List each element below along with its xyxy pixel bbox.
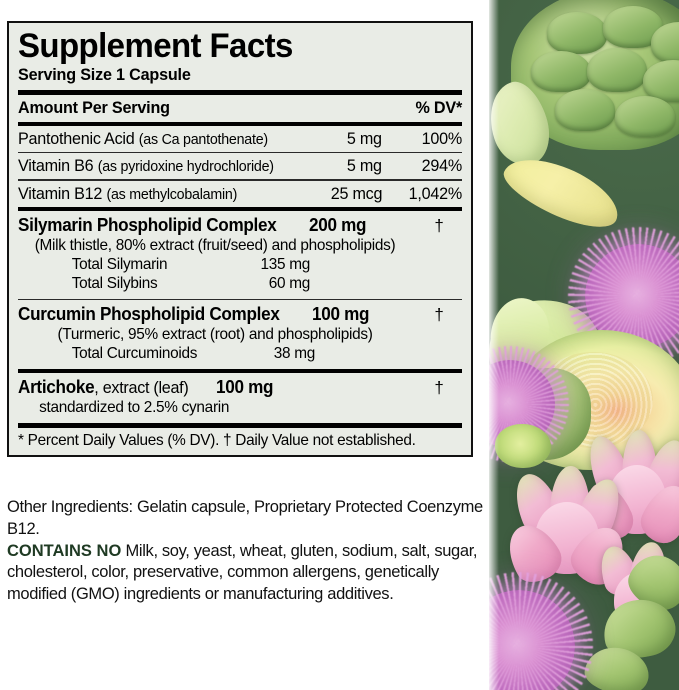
blend-description-2: standardized to 2.5% cynarin	[39, 399, 230, 417]
panel-edge-fade	[489, 0, 499, 690]
blend-amount-2: 100 mg	[216, 377, 274, 398]
subitem-name-0-0: Total Silymarin	[71, 255, 168, 273]
other-ingredients-line: Other Ingredients: Gelatin capsule, Prop…	[7, 498, 483, 538]
artichoke-head-image	[511, 0, 679, 150]
contains-no-line: CONTAINS NO Milk, soy, yeast, wheat, glu…	[7, 541, 485, 606]
subitem-amount-0-0: 135 mg	[260, 255, 310, 273]
header-amount-per-serving: Amount Per Serving	[18, 97, 170, 117]
subitem-amount-1-0: 38 mg	[273, 345, 315, 363]
blend-name-2: Artichoke, extract (leaf)	[18, 377, 189, 398]
blend-name-0: Silymarin Phospholipid Complex	[18, 214, 277, 235]
blend-dagger-1: †	[434, 305, 444, 325]
subitem-name-0-1: Total Silybins	[71, 274, 158, 292]
blend-name-1: Curcumin Phospholipid Complex	[18, 304, 280, 325]
rule-above-header	[18, 89, 462, 95]
blend-row: Artichoke, extract (leaf) 100 mg †	[18, 373, 462, 398]
blend-amount-0: 200 mg	[309, 214, 367, 235]
supplement-facts-box: Supplement Facts Serving Size 1 Capsule …	[7, 21, 473, 458]
blend-row: Silymarin Phospholipid Complex 200 mg †	[18, 211, 462, 236]
rule-above-blends	[18, 206, 462, 211]
nutrient-dv-2: 1,042%	[408, 183, 463, 203]
blend-dagger-0: †	[434, 215, 444, 235]
table-row: Pantothenic Acid (as Ca pantothenate) 5 …	[18, 126, 462, 152]
nutrient-dv-0: 100%	[421, 128, 463, 148]
nutrient-amount-2: 25 mcg	[330, 183, 382, 203]
subitem-amount-0-1: 60 mg	[268, 274, 311, 292]
table-row: Vitamin B6 (as pyridoxine hydrochloride)…	[18, 153, 462, 179]
row-divider	[18, 151, 462, 154]
contains-no-list: Milk, soy, yeast, wheat, gluten, sodium,…	[7, 541, 478, 604]
blend-divider	[18, 298, 462, 301]
nutrient-name-2: Vitamin B12 (as methylcobalamin)	[18, 183, 238, 203]
table-row: Vitamin B12 (as methylcobalamin) 25 mcg …	[18, 181, 462, 207]
other-ingredients-block: Other Ingredients: Gelatin capsule, Prop…	[7, 497, 485, 606]
turmeric-bloom-image	[497, 466, 634, 592]
serving-size: Serving Size 1 Capsule	[18, 64, 191, 84]
table-header-row: Amount Per Serving % DV*	[18, 95, 462, 122]
blend-subitem-row: Total Curcuminoids 38 mg	[18, 345, 462, 369]
blend-divider	[18, 369, 462, 374]
nutrient-name-0: Pantothenic Acid (as Ca pantothenate)	[18, 128, 268, 148]
footnote: * Percent Daily Values (% DV). † Daily V…	[18, 432, 416, 450]
contains-no-label: CONTAINS NO	[7, 541, 122, 560]
blend-amount-1: 100 mg	[312, 304, 370, 325]
blend-subitem-row: Total Silymarin 135 mg	[18, 256, 462, 275]
blend-subitem-row: Total Silybins 60 mg	[18, 275, 462, 299]
blend-description-0: (Milk thistle, 80% extract (fruit/seed) …	[34, 236, 396, 254]
botanical-photo-panel	[489, 0, 679, 690]
rule-above-footnote	[18, 423, 462, 429]
page-title: Supplement Facts	[18, 27, 293, 65]
nutrient-dv-1: 294%	[421, 156, 463, 176]
milk-thistle-flower-image	[489, 590, 575, 690]
row-divider	[18, 179, 462, 181]
nutrient-amount-1: 5 mg	[347, 156, 382, 176]
header-percent-dv: % DV*	[415, 97, 462, 117]
blend-row: Curcumin Phospholipid Complex 100 mg †	[18, 300, 462, 325]
nutrient-amount-0: 5 mg	[347, 128, 382, 148]
thistle-bud-image	[495, 424, 551, 468]
label-panel: Supplement Facts Serving Size 1 Capsule …	[7, 21, 485, 606]
rule-below-header	[18, 121, 462, 126]
blend-description-1: (Turmeric, 95% extract (root) and phosph…	[57, 326, 373, 344]
blend-dagger-2: †	[434, 378, 444, 398]
subitem-name-1-0: Total Curcuminoids	[71, 345, 198, 363]
nutrient-name-1: Vitamin B6 (as pyridoxine hydrochloride)	[18, 156, 274, 176]
